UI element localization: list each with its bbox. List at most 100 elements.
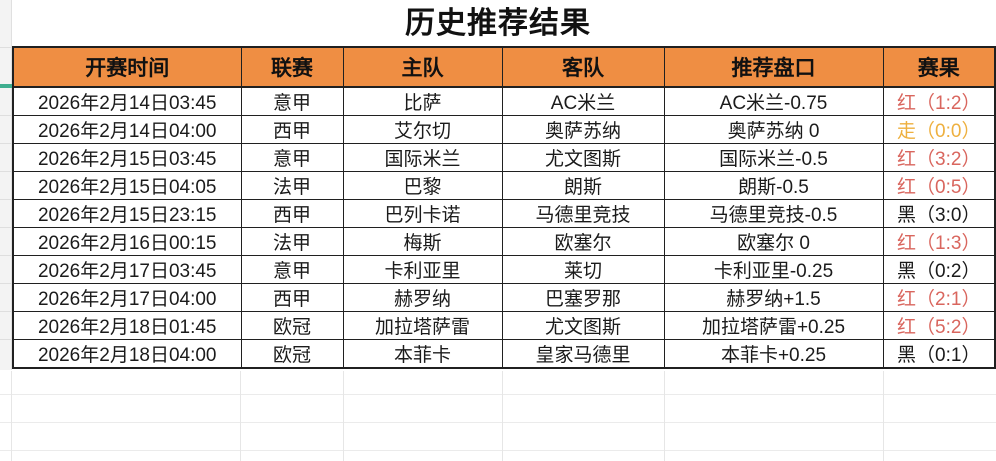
cell-handicap[interactable]: 欧塞尔 0 (663, 227, 884, 256)
cell-league[interactable]: 意甲 (240, 255, 344, 284)
cell-league[interactable]: 西甲 (240, 115, 344, 144)
column-header-1[interactable]: 联赛 (240, 46, 344, 88)
cell-away[interactable]: AC米兰 (501, 86, 665, 116)
cell-result[interactable]: 红（0:5） (882, 171, 996, 200)
sheet-gridline (0, 143, 11, 144)
cell-away[interactable]: 尤文图斯 (501, 143, 665, 172)
cell-home[interactable]: 赫罗纳 (342, 283, 503, 312)
cell-home[interactable]: 比萨 (342, 86, 503, 116)
sheet-gridline (0, 283, 11, 284)
sheet-gridline (0, 311, 11, 312)
cell-result[interactable]: 红（1:2） (882, 86, 996, 116)
sheet-gridline (664, 371, 665, 461)
table-row: 2026年2月15日23:15 西甲 巴列卡诺 马德里竞技 马德里竞技-0.5 黑（3:0… (12, 199, 996, 228)
column-header-0[interactable]: 开赛时间 (12, 46, 242, 88)
cell-home[interactable]: 梅斯 (342, 227, 503, 256)
cell-result[interactable]: 走（0:0） (882, 115, 996, 144)
cell-time[interactable]: 2026年2月15日04:05 (12, 171, 242, 200)
sheet-gridline (240, 371, 241, 461)
cell-handicap[interactable]: 加拉塔萨雷+0.25 (663, 311, 884, 340)
cell-home[interactable]: 巴黎 (342, 171, 503, 200)
cell-home[interactable]: 本菲卡 (342, 339, 503, 369)
cell-result[interactable]: 红（1:3） (882, 227, 996, 256)
cell-result[interactable]: 黑（3:0） (882, 199, 996, 228)
sheet-gridline (0, 171, 11, 172)
cell-time[interactable]: 2026年2月18日01:45 (12, 311, 242, 340)
cell-league[interactable]: 欧冠 (240, 311, 344, 340)
sheet-gridline (11, 371, 12, 461)
sheet-left-strip (0, 0, 12, 370)
table-row: 2026年2月14日03:45 意甲 比萨 AC米兰 AC米兰-0.75 红（1:2） (12, 86, 996, 116)
sheet-gridline (0, 339, 11, 340)
sheet-gridline (0, 199, 11, 200)
table-row: 2026年2月14日04:00 西甲 艾尔切 奥萨苏纳 奥萨苏纳 0 走（0:0） (12, 115, 996, 144)
cell-away[interactable]: 朗斯 (501, 171, 665, 200)
cell-home[interactable]: 巴列卡诺 (342, 199, 503, 228)
sheet-gridline (0, 450, 996, 451)
column-header-2[interactable]: 主队 (342, 46, 503, 88)
cell-away[interactable]: 马德里竞技 (501, 199, 665, 228)
cell-time[interactable]: 2026年2月14日03:45 (12, 86, 242, 116)
cell-handicap[interactable]: 奥萨苏纳 0 (663, 115, 884, 144)
cell-away[interactable]: 奥萨苏纳 (501, 115, 665, 144)
cell-away[interactable]: 皇家马德里 (501, 339, 665, 369)
cell-handicap[interactable]: AC米兰-0.75 (663, 86, 884, 116)
table-row: 2026年2月17日03:45 意甲 卡利亚里 莱切 卡利亚里-0.25 黑（0:2） (12, 255, 996, 284)
table-row: 2026年2月18日01:45 欧冠 加拉塔萨雷 尤文图斯 加拉塔萨雷+0.25 红（5:… (12, 311, 996, 340)
cell-away[interactable]: 欧塞尔 (501, 227, 665, 256)
cell-result[interactable]: 红（5:2） (882, 311, 996, 340)
cell-time[interactable]: 2026年2月17日04:00 (12, 283, 242, 312)
results-table-wrap: 开赛时间 联赛 主队 客队 推荐盘口 赛果 2026年2月14日03:45 意甲 比萨 AC米兰… (12, 46, 996, 369)
cell-away[interactable]: 巴塞罗那 (501, 283, 665, 312)
header-row: 开赛时间 联赛 主队 客队 推荐盘口 赛果 (12, 46, 996, 88)
cell-result[interactable]: 红（2:1） (882, 283, 996, 312)
column-header-4[interactable]: 推荐盘口 (663, 46, 884, 88)
sheet-gridline (502, 371, 503, 461)
cell-time[interactable]: 2026年2月18日04:00 (12, 339, 242, 369)
cell-away[interactable]: 尤文图斯 (501, 311, 665, 340)
sheet-gridline (0, 255, 11, 256)
cell-home[interactable]: 艾尔切 (342, 115, 503, 144)
column-header-3[interactable]: 客队 (501, 46, 665, 88)
table-row: 2026年2月17日04:00 西甲 赫罗纳 巴塞罗那 赫罗纳+1.5 红（2:1） (12, 283, 996, 312)
cell-home[interactable]: 卡利亚里 (342, 255, 503, 284)
cell-time[interactable]: 2026年2月14日04:00 (12, 115, 242, 144)
cell-time[interactable]: 2026年2月17日03:45 (12, 255, 242, 284)
results-table: 开赛时间 联赛 主队 客队 推荐盘口 赛果 2026年2月14日03:45 意甲 比萨 AC米兰… (12, 46, 996, 369)
cell-time[interactable]: 2026年2月15日03:45 (12, 143, 242, 172)
cell-result[interactable]: 红（3:2） (882, 143, 996, 172)
cell-handicap[interactable]: 朗斯-0.5 (663, 171, 884, 200)
cell-away[interactable]: 莱切 (501, 255, 665, 284)
sheet-gridline (883, 371, 884, 461)
results-table-body: 2026年2月14日03:45 意甲 比萨 AC米兰 AC米兰-0.75 红（1:2） 20… (12, 86, 996, 369)
cell-result[interactable]: 黑（0:2） (882, 255, 996, 284)
cell-handicap[interactable]: 卡利亚里-0.25 (663, 255, 884, 284)
cell-league[interactable]: 意甲 (240, 86, 344, 116)
sheet-gridline (0, 115, 11, 116)
sheet-gridline (0, 394, 996, 395)
cell-home[interactable]: 国际米兰 (342, 143, 503, 172)
table-row: 2026年2月18日04:00 欧冠 本菲卡 皇家马德里 本菲卡+0.25 黑（0:1） (12, 339, 996, 369)
cell-handicap[interactable]: 马德里竞技-0.5 (663, 199, 884, 228)
cell-league[interactable]: 欧冠 (240, 339, 344, 369)
cell-time[interactable]: 2026年2月16日00:15 (12, 227, 242, 256)
page-title: 历史推荐结果 (405, 7, 591, 40)
cell-time[interactable]: 2026年2月15日23:15 (12, 199, 242, 228)
cell-league[interactable]: 意甲 (240, 143, 344, 172)
table-row: 2026年2月16日00:15 法甲 梅斯 欧塞尔 欧塞尔 0 红（1:3） (12, 227, 996, 256)
cell-handicap[interactable]: 赫罗纳+1.5 (663, 283, 884, 312)
cell-league[interactable]: 西甲 (240, 199, 344, 228)
cell-handicap[interactable]: 国际米兰-0.5 (663, 143, 884, 172)
freeze-pane-indicator (0, 84, 12, 88)
cell-league[interactable]: 西甲 (240, 283, 344, 312)
sheet-gridline (0, 47, 11, 48)
cell-home[interactable]: 加拉塔萨雷 (342, 311, 503, 340)
cell-result[interactable]: 黑（0:1） (882, 339, 996, 369)
table-row: 2026年2月15日04:05 法甲 巴黎 朗斯 朗斯-0.5 红（0:5） (12, 171, 996, 200)
sheet-gridline (0, 227, 11, 228)
cell-league[interactable]: 法甲 (240, 227, 344, 256)
cell-league[interactable]: 法甲 (240, 171, 344, 200)
column-header-5[interactable]: 赛果 (882, 46, 996, 88)
cell-handicap[interactable]: 本菲卡+0.25 (663, 339, 884, 369)
